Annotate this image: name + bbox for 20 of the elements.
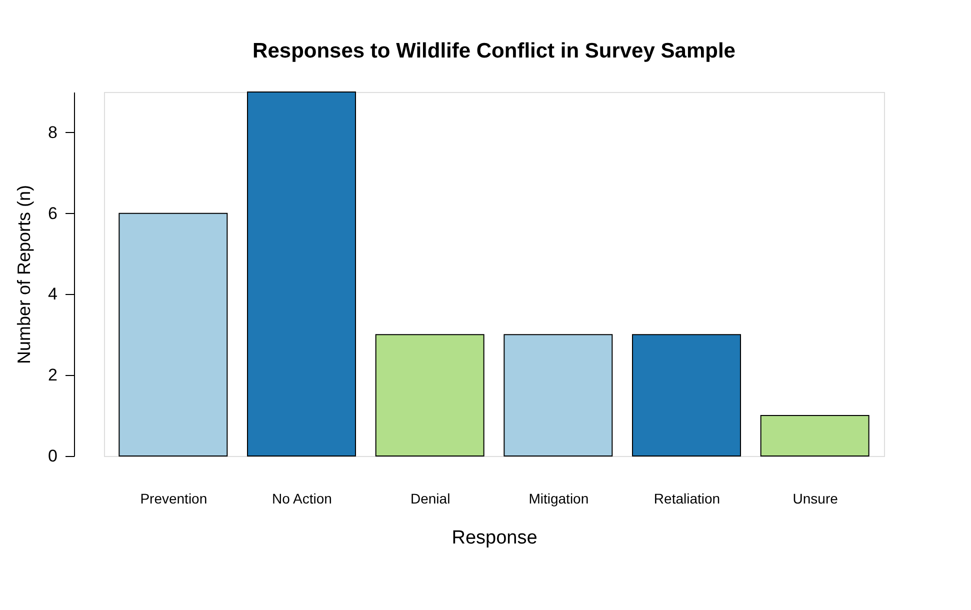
- y-tick-label: 0: [48, 446, 58, 466]
- bar: [247, 92, 356, 456]
- x-tick-label: Denial: [410, 490, 450, 506]
- y-tick-label: 4: [48, 284, 58, 304]
- x-tick-label: No Action: [272, 490, 332, 506]
- bar: [504, 334, 613, 456]
- y-axis-title: Number of Reports (n): [14, 184, 34, 364]
- x-axis-title: Response: [452, 528, 538, 548]
- x-tick-label: Prevention: [140, 490, 208, 506]
- chart-title: Responses to Wildlife Conflict in Survey Sample: [252, 40, 736, 62]
- y-tick-label: 2: [48, 366, 58, 385]
- y-tick-label: 6: [48, 204, 58, 223]
- y-tick-label: 8: [48, 122, 58, 142]
- x-tick-label: Mitigation: [528, 490, 589, 506]
- bar: [760, 415, 870, 456]
- x-tick-label: Unsure: [792, 490, 838, 506]
- bar: [632, 334, 741, 456]
- bar: [118, 212, 228, 456]
- x-tick-label: Retaliation: [654, 490, 720, 506]
- bar: [375, 334, 484, 456]
